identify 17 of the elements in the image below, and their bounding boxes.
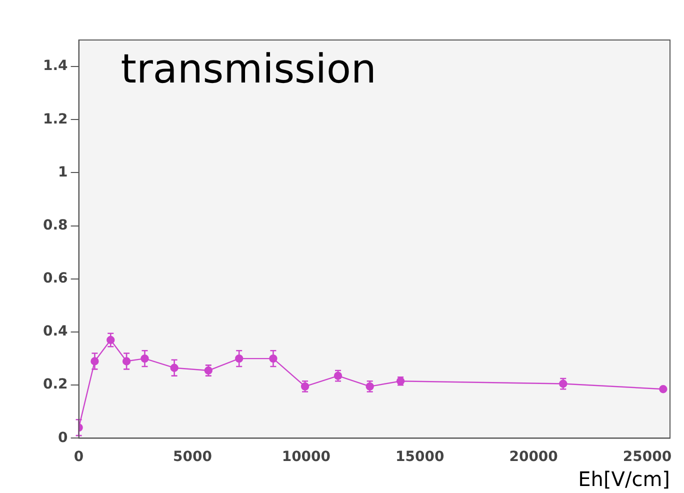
x-tick-label: 25000 bbox=[622, 449, 672, 466]
chart-title: transmission bbox=[120, 46, 376, 92]
y-tick-label: 0.4 bbox=[42, 324, 68, 340]
x-tick-label: 15000 bbox=[396, 449, 444, 466]
y-tick-label: 0.2 bbox=[42, 376, 68, 393]
x-tick-label: 5000 bbox=[173, 449, 212, 466]
y-tick-label: 1.2 bbox=[42, 111, 68, 128]
y-tick-label: 1.4 bbox=[42, 58, 68, 74]
x-tick-label: 10000 bbox=[282, 449, 331, 466]
y-tick-label: 0.6 bbox=[42, 270, 68, 287]
point bbox=[659, 384, 668, 394]
x-axis-title: Eh[V/cm] bbox=[578, 467, 670, 492]
y-tick-label: 0.8 bbox=[42, 217, 68, 234]
y-tick-label: 0 bbox=[58, 430, 68, 446]
x-tick-label: 0 bbox=[74, 449, 84, 466]
y-tick-label: 1 bbox=[58, 164, 68, 180]
x-tick-label: 20000 bbox=[509, 449, 558, 466]
